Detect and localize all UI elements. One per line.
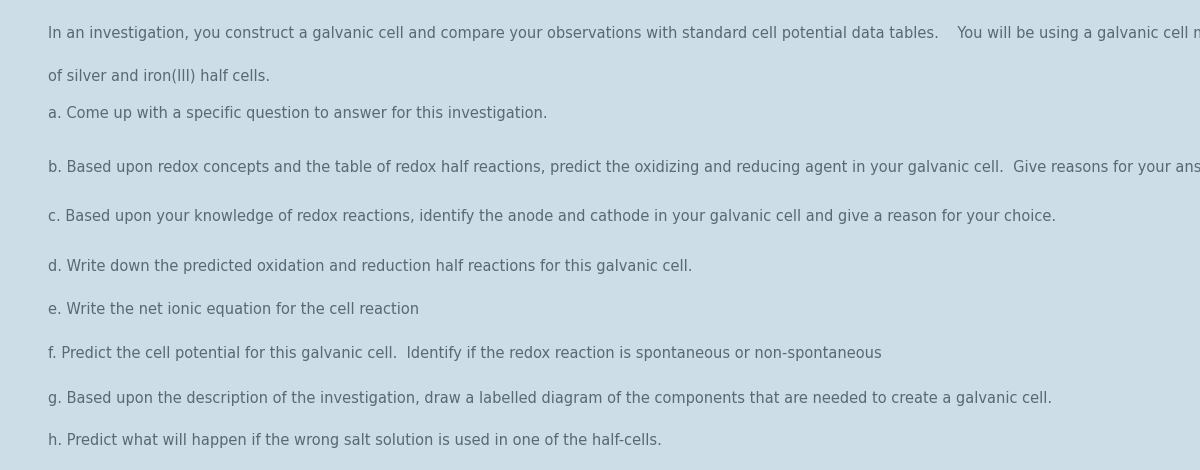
- Text: c. Based upon your knowledge of redox reactions, identify the anode and cathode : c. Based upon your knowledge of redox re…: [48, 209, 1056, 224]
- Text: e. Write the net ionic equation for the cell reaction: e. Write the net ionic equation for the …: [48, 302, 419, 317]
- Text: h. Predict what will happen if the wrong salt solution is used in one of the hal: h. Predict what will happen if the wrong…: [48, 433, 662, 448]
- Text: In an investigation, you construct a galvanic cell and compare your observations: In an investigation, you construct a gal…: [48, 26, 1200, 41]
- Text: a. Come up with a specific question to answer for this investigation.: a. Come up with a specific question to a…: [48, 106, 547, 121]
- Text: g. Based upon the description of the investigation, draw a labelled diagram of t: g. Based upon the description of the inv…: [48, 391, 1052, 406]
- Text: of silver and iron(III) half cells.: of silver and iron(III) half cells.: [48, 68, 270, 83]
- Text: b. Based upon redox concepts and the table of redox half reactions, predict the : b. Based upon redox concepts and the tab…: [48, 160, 1200, 175]
- Text: d. Write down the predicted oxidation and reduction half reactions for this galv: d. Write down the predicted oxidation an…: [48, 258, 692, 274]
- Text: f. Predict the cell potential for this galvanic cell.  Identify if the redox rea: f. Predict the cell potential for this g…: [48, 346, 882, 361]
